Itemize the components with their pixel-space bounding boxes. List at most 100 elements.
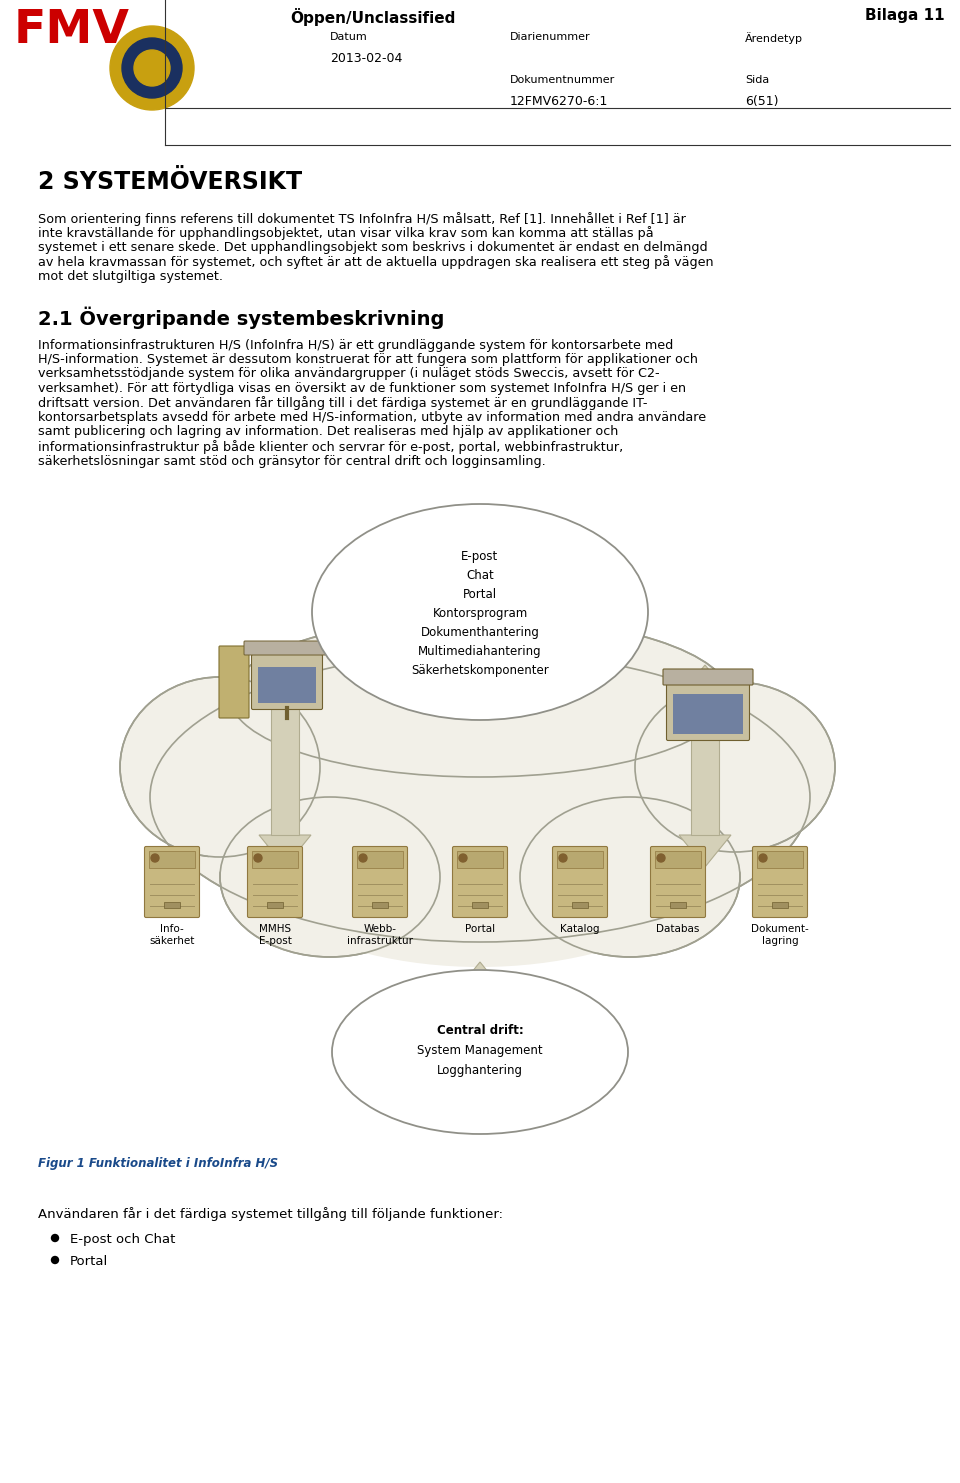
Text: Ärendetyp: Ärendetyp [745, 33, 803, 44]
Text: verksamhetsstödjande system för olika användargrupper (i nuläget stöds Sweccis, : verksamhetsstödjande system för olika an… [38, 368, 660, 381]
Text: Dokumentnummer: Dokumentnummer [510, 76, 615, 85]
Ellipse shape [332, 970, 628, 1134]
Text: 2.1 Övergripande systembeskrivning: 2.1 Övergripande systembeskrivning [38, 307, 444, 329]
Bar [252, 851, 298, 868]
Ellipse shape [230, 617, 730, 777]
Text: Dokument-
lagring: Dokument- lagring [751, 924, 809, 946]
Text: Användaren får i det färdiga systemet tillgång till följande funktioner:: Användaren får i det färdiga systemet ti… [38, 1207, 503, 1221]
Text: Öppen/Unclassified: Öppen/Unclassified [290, 7, 455, 27]
Bar [557, 851, 603, 868]
Text: driftsatt version. Det användaren får tillgång till i det färdiga systemet är en: driftsatt version. Det användaren får ti… [38, 396, 647, 411]
Text: inte kravställande för upphandlingsobjektet, utan visar vilka krav som kan komma: inte kravställande för upphandlingsobjek… [38, 227, 654, 240]
Circle shape [122, 39, 182, 98]
Circle shape [657, 854, 665, 862]
Text: informationsinfrastruktur på både klienter och servrar för e-post, portal, webbi: informationsinfrastruktur på både klient… [38, 440, 623, 454]
Text: Datum: Datum [330, 33, 368, 42]
Text: av hela kravmassan för systemet, och syftet är att de aktuella uppdragen ska rea: av hela kravmassan för systemet, och syf… [38, 255, 713, 270]
Polygon shape [679, 835, 731, 868]
FancyBboxPatch shape [753, 847, 807, 918]
FancyBboxPatch shape [651, 847, 706, 918]
Bar [267, 902, 283, 908]
FancyBboxPatch shape [145, 847, 200, 918]
Text: Säkerhetskomponenter: Säkerhetskomponenter [411, 664, 549, 678]
Bar [271, 697, 300, 835]
FancyBboxPatch shape [252, 654, 323, 709]
Bar [757, 851, 803, 868]
FancyBboxPatch shape [352, 847, 407, 918]
FancyBboxPatch shape [452, 847, 508, 918]
Text: Informationsinfrastrukturen H/S (InfoInfra H/S) är ett grundläggande system för : Informationsinfrastrukturen H/S (InfoInf… [38, 338, 673, 351]
Text: Portal: Portal [465, 924, 495, 934]
Text: Bilaga 11: Bilaga 11 [865, 7, 945, 24]
Ellipse shape [312, 504, 648, 721]
Text: Webb-
infrastruktur: Webb- infrastruktur [347, 924, 413, 946]
Ellipse shape [520, 796, 740, 957]
Text: Chat: Chat [467, 569, 493, 581]
Circle shape [52, 1256, 59, 1264]
Bar [372, 902, 388, 908]
Text: Kontorsprogram: Kontorsprogram [432, 607, 528, 620]
Text: Info-
säkerhet: Info- säkerhet [150, 924, 195, 946]
Bar [164, 902, 180, 908]
Text: MMHS
E-post: MMHS E-post [258, 924, 292, 946]
Polygon shape [259, 835, 311, 868]
Text: 2013-02-04: 2013-02-04 [330, 52, 402, 65]
Bar [670, 902, 686, 908]
Polygon shape [679, 664, 731, 697]
Text: Portal: Portal [463, 587, 497, 601]
Bar [772, 902, 788, 908]
Bar [457, 851, 503, 868]
Text: mot det slutgiltiga systemet.: mot det slutgiltiga systemet. [38, 270, 223, 283]
Text: System Management: System Management [418, 1044, 542, 1057]
Text: systemet i ett senare skede. Det upphandlingsobjekt som beskrivs i dokumentet är: systemet i ett senare skede. Det upphand… [38, 242, 708, 254]
FancyBboxPatch shape [244, 641, 326, 655]
Text: 6(51): 6(51) [745, 95, 779, 108]
Text: E-post: E-post [462, 550, 498, 564]
Bar [572, 902, 588, 908]
Text: H/S-information. Systemet är dessutom konstruerat för att fungera som plattform : H/S-information. Systemet är dessutom ko… [38, 353, 698, 366]
Bar [673, 694, 743, 734]
Circle shape [254, 854, 262, 862]
Circle shape [759, 854, 767, 862]
Text: Diarienummer: Diarienummer [510, 33, 590, 42]
Circle shape [110, 27, 194, 110]
Circle shape [559, 854, 567, 862]
Bar [149, 851, 195, 868]
Text: Central drift:: Central drift: [437, 1023, 523, 1037]
Bar [472, 902, 488, 908]
Text: 2 SYSTEMÖVERSIKT: 2 SYSTEMÖVERSIKT [38, 171, 302, 194]
Text: Logghantering: Logghantering [437, 1063, 523, 1077]
Text: Figur 1 Funktionalitet i InfoInfra H/S: Figur 1 Funktionalitet i InfoInfra H/S [38, 1157, 278, 1170]
Polygon shape [454, 962, 506, 994]
FancyBboxPatch shape [248, 847, 302, 918]
Text: kontorsarbetsplats avsedd för arbete med H/S-information, utbyte av information : kontorsarbetsplats avsedd för arbete med… [38, 411, 707, 424]
Text: Databas: Databas [657, 924, 700, 934]
Circle shape [134, 50, 170, 86]
Ellipse shape [220, 796, 440, 957]
Ellipse shape [150, 653, 810, 942]
Circle shape [52, 1234, 59, 1241]
FancyBboxPatch shape [553, 847, 608, 918]
Ellipse shape [190, 627, 770, 967]
Polygon shape [259, 664, 311, 697]
Text: Katalog: Katalog [561, 924, 600, 934]
Ellipse shape [635, 682, 835, 853]
Bar [466, 994, 494, 1037]
FancyBboxPatch shape [219, 647, 249, 718]
FancyBboxPatch shape [663, 669, 753, 685]
Text: FMV: FMV [14, 7, 130, 53]
Bar [690, 697, 719, 835]
Text: Portal: Portal [70, 1255, 108, 1268]
Bar [258, 667, 316, 703]
Text: verksamhet). För att förtydliga visas en översikt av de funktioner som systemet : verksamhet). För att förtydliga visas en… [38, 383, 686, 394]
Text: E-post och Chat: E-post och Chat [70, 1232, 176, 1246]
Text: Multimediahantering: Multimediahantering [419, 645, 541, 658]
Text: 12FMV6270-6:1: 12FMV6270-6:1 [510, 95, 609, 108]
Circle shape [459, 854, 467, 862]
Text: Sida: Sida [745, 76, 769, 85]
Text: samt publicering och lagring av information. Det realiseras med hjälp av applika: samt publicering och lagring av informat… [38, 426, 618, 439]
Text: säkerhetslösningar samt stöd och gränsytor för central drift och logginsamling.: säkerhetslösningar samt stöd och gränsyt… [38, 454, 545, 467]
FancyBboxPatch shape [666, 682, 750, 740]
Circle shape [151, 854, 159, 862]
Text: Dokumenthantering: Dokumenthantering [420, 626, 540, 639]
